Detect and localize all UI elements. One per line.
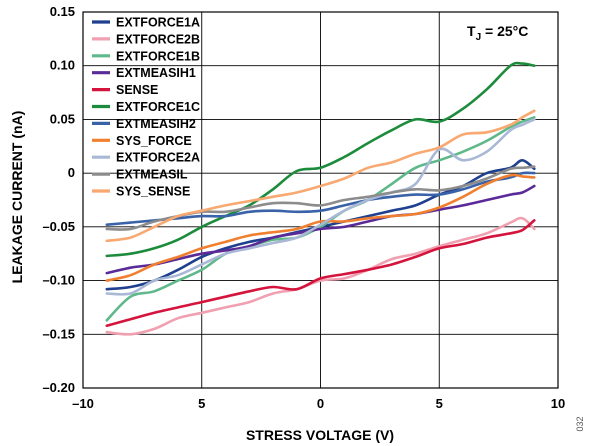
legend-label: EXTFORCE1A (116, 16, 200, 30)
series-line-extforce1c (105, 61, 536, 258)
legend-label: SYS_SENSE (116, 185, 190, 199)
series-line-extmeasih1 (105, 184, 536, 275)
y-tick-label: –0.20 (42, 380, 75, 395)
y-tick-label: –0.05 (42, 219, 75, 234)
y-axis-ticks: 0.15 0.10 0.05 0 –0.05 –0.10 –0.15 –0.20 (42, 4, 75, 395)
x-tick-label: –10 (72, 396, 94, 411)
series-line-extmeasih2 (105, 171, 536, 226)
y-axis-label: LEAKAGE CURRENT (nA) (9, 111, 25, 284)
legend-label: SENSE (116, 83, 158, 97)
annotation-main: T (467, 23, 476, 39)
series-line-extforce2b (105, 216, 536, 336)
y-tick-label: 0.15 (50, 4, 75, 19)
y-tick-label: –0.10 (42, 273, 75, 288)
series-lines (105, 61, 536, 336)
series-line-sense (105, 219, 536, 327)
x-tick-label: 10 (551, 396, 565, 411)
junction-temperature-annotation: TJ = 25°C (467, 23, 528, 43)
series-line-extforce2a (105, 118, 536, 296)
x-axis-ticks: –10 5 0 5 10 (72, 396, 565, 411)
legend-label: EXTFORCE1B (116, 49, 200, 63)
legend-label: EXTFORCE1C (116, 100, 200, 114)
legend-label: EXTMEASIH1 (116, 66, 196, 80)
annotation-rest: = 25°C (481, 23, 528, 39)
series-line-extforce1a (105, 159, 536, 291)
y-tick-label: 0 (68, 165, 75, 180)
annotation-subscript: J (476, 32, 482, 43)
legend-label: EXTMEASIL (116, 168, 188, 182)
x-tick-label: 0 (317, 396, 324, 411)
legend-label: EXTFORCE2B (116, 32, 200, 46)
series-line-sys-sense (105, 109, 536, 243)
plot-frame (82, 11, 559, 389)
x-tick-label: 5 (198, 396, 205, 411)
legend-label: EXTMEASIH2 (116, 117, 196, 131)
series-line-sys-force (105, 173, 536, 282)
x-axis-label: STRESS VOLTAGE (V) (246, 427, 394, 443)
legend-label: SYS_FORCE (116, 134, 192, 148)
figure-id: 032 (575, 416, 585, 431)
y-tick-label: 0.05 (50, 111, 75, 126)
y-tick-label: 0.10 (50, 58, 75, 73)
legend: EXTFORCE1A EXTFORCE2B EXTFORCE1B EXTMEASIH1… (92, 16, 200, 199)
x-tick-label: 5 (436, 396, 443, 411)
legend-label: EXTFORCE2A (116, 151, 200, 165)
y-tick-label: –0.15 (42, 326, 75, 341)
